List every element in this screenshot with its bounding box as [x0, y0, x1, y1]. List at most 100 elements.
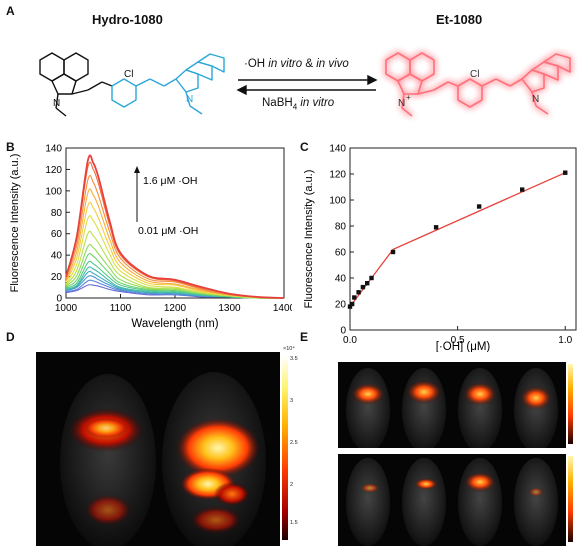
chart-b-ytick-label: 100 [45, 186, 62, 197]
hydro-n-label-2: N [186, 94, 193, 105]
chart-b-ytick-label: 40 [51, 251, 63, 262]
equilibrium-arrows [236, 74, 378, 96]
hydro-n-label: N [53, 98, 60, 109]
panel-d-colorbar [282, 356, 288, 540]
panel-e-colorbar-2 [568, 456, 573, 542]
e2-mouse-4 [514, 458, 558, 546]
hydro-1080-title: Hydro-1080 [92, 12, 163, 27]
panel-d-cbar-exp: ×10⁴ [283, 346, 295, 352]
chart-c-point [352, 295, 357, 300]
chart-b-series-5 [65, 215, 285, 299]
e1-hot-4 [520, 386, 552, 410]
chart-c-point [347, 304, 353, 309]
chart-c-point [390, 249, 396, 255]
chart-c-ytick-label: 20 [335, 300, 347, 311]
panel-d-cbar-tick-2: 3 [290, 398, 294, 404]
chart-b-anno-bottom: 0.01 μM ·OH [138, 225, 198, 237]
chart-b-ytick-label: 0 [56, 294, 62, 305]
reaction-scheme: Cl N N Cl N + N [39, 52, 571, 117]
hotspot-right-liver [176, 418, 260, 478]
chart-c-ytick-label: 140 [329, 144, 346, 155]
chart-c-frame [349, 147, 577, 331]
chart-b-anno-top: 1.6 μM ·OH [143, 175, 197, 187]
e1-mouse-3 [458, 368, 502, 448]
et-nplus-label: N [398, 98, 405, 109]
hydro-cl-label: Cl [124, 69, 133, 80]
chart-c-ylabel: Fluorescence Intensity (a.u.) [303, 170, 315, 309]
e1-hot-3 [463, 382, 497, 406]
chart-c-point [519, 187, 525, 192]
chart-c-point [349, 301, 355, 307]
panel-letter-c: C [300, 140, 309, 154]
chart-b-ytick-label: 120 [45, 165, 62, 176]
e1-hot-2 [406, 380, 442, 404]
chart-b-xtick-label: 1200 [164, 303, 187, 314]
chart-c-xtick-label: 1.0 [558, 335, 572, 346]
chart-c-xlabel: [·OH] (μM) [436, 341, 491, 352]
panel-d-cbar-tick-1: 3.5 [290, 356, 298, 362]
chart-b-ylabel: Fluorescence Intensity (a.u.) [9, 154, 21, 293]
chart-c-ytick-label: 120 [329, 170, 346, 181]
chart-b-ytick-label: 20 [51, 272, 63, 283]
chart-b-series-9 [65, 260, 285, 299]
chart-b-ytick-label: 80 [51, 208, 63, 219]
e2-mouse-3 [458, 458, 502, 546]
panel-d-cbar-tick-3: 2.5 [290, 440, 298, 446]
panel-d-cbar-tick-4: 2 [290, 482, 294, 488]
chart-b-xlabel: Wavelength (nm) [131, 318, 218, 330]
et-plus-label: + [406, 93, 411, 102]
hotspot-right-lower [214, 482, 250, 506]
hydro-1080-structure [39, 52, 225, 117]
et-cl-label: Cl [470, 69, 479, 80]
chart-c-ytick-label: 100 [329, 196, 346, 207]
e2-hot-2 [414, 478, 438, 490]
chart-c-ytick-label: 40 [335, 274, 347, 285]
forward-condition: ·OH in vitro & in vivo [244, 58, 349, 70]
e2-mouse-2 [402, 458, 446, 546]
chart-c-point [369, 275, 374, 281]
e2-hot-1 [360, 483, 380, 493]
et-1080-structure [385, 52, 571, 117]
chart-b-ytick-label: 140 [45, 144, 62, 155]
chart-c-xtick-label: 0.5 [451, 335, 465, 346]
e2-hot-4 [528, 487, 544, 497]
hotspot-left-core [84, 418, 128, 438]
chart-b-xtick-label: 1300 [218, 303, 241, 314]
panel-letter-a: A [6, 4, 15, 18]
chart-c-point [476, 204, 482, 209]
chart-b-xtick-label: 1000 [55, 303, 78, 314]
panel-letter-b: B [6, 140, 15, 154]
chart-b-series-2 [65, 175, 285, 299]
e2-mouse-1 [346, 458, 390, 546]
chart-c-ytick-label: 80 [335, 222, 347, 233]
chart-b-anno-arrowhead [134, 166, 140, 173]
chart-b-ytick-label: 60 [51, 229, 63, 240]
chart-b-series-6 [65, 230, 285, 299]
panel-e-row2 [338, 454, 566, 546]
chart-c-fit-line [349, 172, 566, 307]
e1-hot-1 [351, 383, 385, 405]
chart-c-point [356, 290, 361, 295]
chart-c-ytick-label: 0 [340, 326, 346, 337]
chart-c-xtick-label: 0.0 [343, 335, 357, 346]
panel-letter-d: D [6, 330, 15, 344]
e2-hot-3 [464, 472, 496, 492]
et-n-label: N [532, 94, 539, 105]
et-1080-title: Et-1080 [436, 12, 483, 27]
chart-c-point [360, 284, 366, 290]
panel-d-cbar-tick-5: 1.5 [290, 520, 298, 526]
chart-b-xtick-label: 1100 [110, 303, 132, 314]
panel-letter-e: E [300, 330, 309, 344]
e1-mouse-1 [346, 368, 390, 448]
panel-e-row1 [338, 362, 566, 448]
panel-d-image [36, 352, 280, 546]
chart-c-point [365, 281, 370, 286]
panel-e-colorbar-1 [568, 364, 573, 444]
chart-c-point [563, 170, 568, 175]
chart-b-series-0 [65, 154, 285, 299]
chart-c: 0 20 40 60 80 100 120 140 0.0 0.5 1.0 Fluorescenc… [303, 144, 577, 352]
hotspot-right-tail [190, 506, 242, 534]
chart-c-point [433, 225, 439, 230]
